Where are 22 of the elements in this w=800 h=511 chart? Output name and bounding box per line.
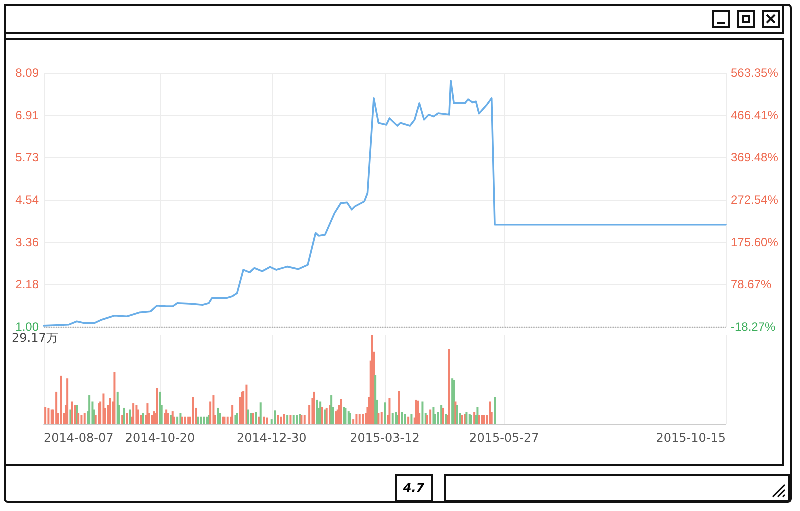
y2-tick-label: 272.54% [731,193,779,207]
x-tick-label: 2015-03-12 [350,431,420,445]
y-tick-label: 1.00 [16,320,40,334]
x-tick-label: 2014-08-07 [44,431,114,445]
x-tick-label: 2014-12-30 [236,431,307,445]
annotation: 29.17万 [12,331,58,345]
y-tick-label: 2.18 [16,278,40,292]
y2-tick-label: 563.35% [731,66,779,80]
x-tick-label: 2015-05-27 [470,431,540,445]
y2-tick-label: 466.41% [731,108,779,122]
y-tick-label: 4.54 [16,193,40,208]
x-tick-label: 2014-10-20 [125,431,196,445]
text: 4.7 [395,474,433,502]
y2-tick-label: 369.48% [731,150,779,165]
y-tick-label: 3.36 [16,235,40,250]
y2-tick-label: 78.67% [731,278,772,292]
y-tick-label: 8.09 [16,66,40,80]
x-tick-label: 2015-10-15 [656,431,726,445]
y2-tick-label: -18.27% [731,320,776,334]
y-tick-label: 6.91 [16,108,40,122]
y-tick-label: 5.73 [16,150,40,165]
y2-tick-label: 175.60% [731,235,779,250]
